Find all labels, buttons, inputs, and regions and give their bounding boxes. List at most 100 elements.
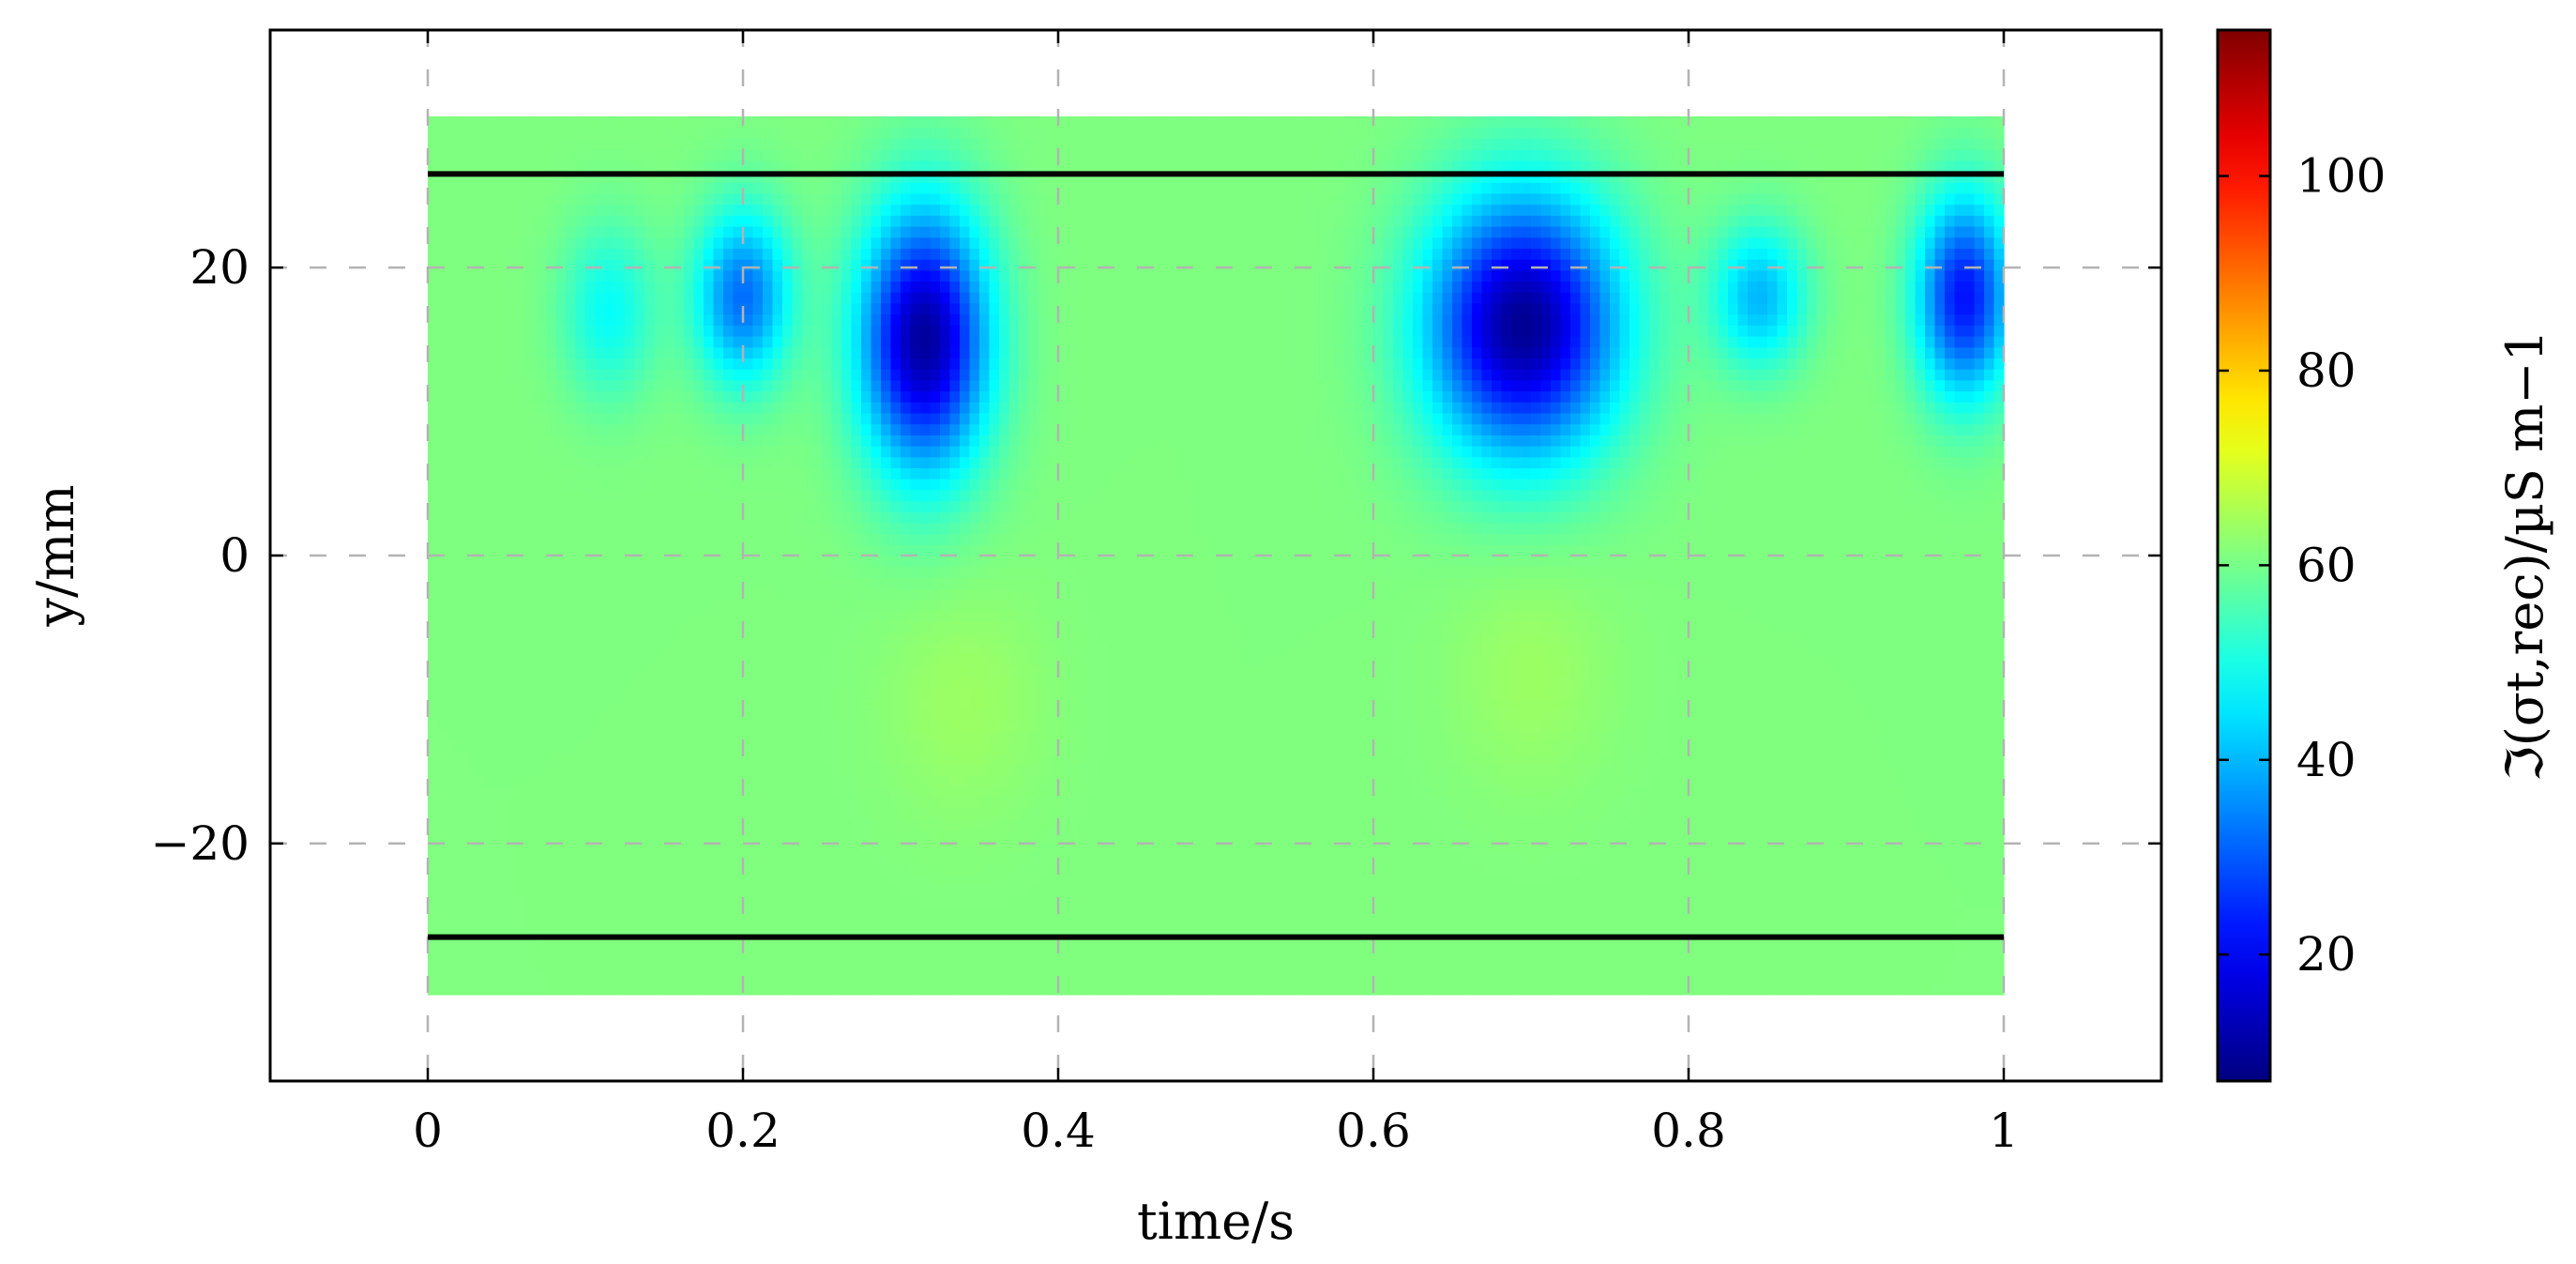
heatmap-cell: [723, 841, 735, 853]
heatmap-cell: [477, 412, 488, 425]
heatmap-cell: [743, 588, 754, 601]
heatmap-cell: [674, 226, 685, 238]
heatmap-cell: [1008, 808, 1020, 820]
heatmap-cell: [625, 676, 636, 688]
heatmap-cell: [713, 556, 724, 568]
heatmap-cell: [507, 951, 518, 963]
heatmap-cell: [595, 269, 606, 282]
heatmap-cell: [664, 160, 675, 173]
heatmap-cell: [802, 643, 813, 655]
heatmap-cell: [763, 698, 774, 710]
heatmap-cell: [782, 588, 794, 601]
heatmap-cell: [871, 895, 882, 907]
heatmap-cell: [910, 588, 921, 601]
heatmap-cell: [477, 808, 488, 820]
heatmap-cell: [763, 369, 774, 381]
heatmap-cell: [536, 434, 547, 447]
heatmap-cell: [713, 874, 724, 886]
heatmap-cell: [841, 412, 853, 425]
heatmap-cell: [447, 423, 459, 435]
heatmap-cell: [1008, 248, 1020, 260]
heatmap-cell: [822, 961, 833, 974]
heatmap-cell: [526, 192, 538, 206]
heatmap-cell: [851, 577, 862, 589]
heatmap-cell: [890, 741, 902, 754]
heatmap-cell: [428, 577, 439, 589]
heatmap-cell: [634, 236, 645, 250]
heatmap-cell: [447, 511, 459, 524]
heatmap-cell: [772, 862, 783, 875]
heatmap-cell: [555, 358, 567, 370]
heatmap-cell: [1038, 918, 1050, 930]
heatmap-cell: [792, 588, 803, 601]
heatmap-cell: [684, 797, 695, 809]
heatmap-cell: [555, 226, 567, 238]
heatmap-cell: [614, 785, 626, 798]
heatmap-cell: [881, 149, 892, 161]
heatmap-cell: [546, 720, 557, 732]
heatmap-cell: [614, 269, 626, 282]
heatmap-cell: [1028, 379, 1039, 392]
heatmap-cell: [930, 149, 941, 161]
heatmap-cell: [841, 874, 853, 886]
heatmap-cell: [585, 182, 597, 194]
heatmap-cell: [526, 412, 538, 425]
heatmap-cell: [733, 961, 744, 974]
heatmap-cell: [674, 116, 685, 129]
heatmap-cell: [644, 434, 656, 447]
heatmap-cell: [881, 577, 892, 589]
heatmap-cell: [507, 292, 518, 304]
heatmap-cell: [890, 500, 902, 512]
heatmap-cell: [516, 643, 527, 655]
heatmap-cell: [989, 918, 1000, 930]
heatmap-cell: [999, 851, 1010, 864]
heatmap-cell: [654, 599, 665, 612]
heatmap-cell: [772, 884, 783, 897]
heatmap-cell: [526, 423, 538, 435]
heatmap-cell: [841, 489, 853, 502]
heatmap-cell: [831, 479, 842, 491]
heatmap-cell: [536, 566, 547, 578]
heatmap-cell: [901, 577, 912, 589]
heatmap-cell: [704, 390, 715, 403]
heatmap-cell: [743, 874, 754, 886]
heatmap-cell: [979, 379, 991, 392]
heatmap-cell: [457, 785, 468, 798]
heatmap-cell: [851, 204, 862, 216]
heatmap-cell: [802, 302, 813, 315]
heatmap-cell: [989, 171, 1000, 183]
heatmap-cell: [664, 972, 675, 984]
heatmap-cell: [743, 171, 754, 183]
heatmap-cell: [1028, 643, 1039, 655]
heatmap-cell: [428, 874, 439, 886]
heatmap-cell: [585, 269, 597, 282]
heatmap-cell: [555, 621, 567, 633]
heatmap-cell: [1038, 731, 1050, 743]
heatmap-cell: [496, 676, 508, 688]
heatmap-cell: [555, 204, 567, 216]
heatmap-cell: [447, 708, 459, 722]
heatmap-cell: [704, 127, 715, 140]
heatmap-cell: [890, 577, 902, 589]
heatmap-cell: [546, 336, 557, 348]
heatmap-cell: [654, 346, 665, 359]
heatmap-cell: [566, 281, 577, 293]
heatmap-cell: [575, 830, 586, 842]
heatmap-cell: [614, 336, 626, 348]
heatmap-cell: [841, 116, 853, 129]
heatmap-cell: [693, 785, 705, 798]
heatmap-cell: [693, 171, 705, 183]
heatmap-cell: [566, 654, 577, 666]
heatmap-cell: [693, 336, 705, 348]
heatmap-cell: [949, 292, 961, 304]
heatmap-cell: [733, 182, 744, 194]
heatmap-cell: [713, 379, 724, 392]
heatmap-cell: [989, 654, 1000, 666]
heatmap-cell: [871, 577, 882, 589]
heatmap-cell: [684, 379, 695, 392]
heatmap-cell: [890, 192, 902, 206]
heatmap-cell: [467, 698, 478, 710]
heatmap-cell: [792, 522, 803, 535]
heatmap-cell: [930, 325, 941, 337]
heatmap-cell: [684, 412, 695, 425]
